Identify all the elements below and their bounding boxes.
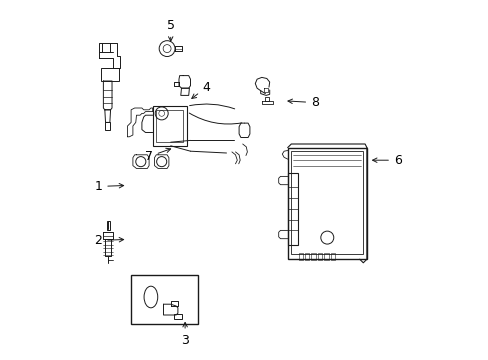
Bar <box>107 221 110 230</box>
Text: 5: 5 <box>166 19 174 41</box>
Bar <box>324 253 328 260</box>
Bar <box>152 106 186 146</box>
Bar <box>330 253 335 260</box>
Text: 3: 3 <box>181 323 189 347</box>
Bar <box>311 253 315 260</box>
Bar <box>156 110 183 142</box>
Bar <box>174 314 182 319</box>
Text: 1: 1 <box>94 180 123 193</box>
Bar <box>298 253 302 260</box>
Bar <box>291 151 363 254</box>
Bar <box>287 148 366 259</box>
Text: 4: 4 <box>191 81 210 99</box>
Bar <box>305 253 309 260</box>
Bar <box>317 253 322 260</box>
Text: 6: 6 <box>372 154 401 167</box>
Bar <box>105 122 110 130</box>
Text: 2: 2 <box>94 234 123 247</box>
Bar <box>101 68 118 81</box>
Bar <box>287 173 297 245</box>
Text: 7: 7 <box>144 148 170 163</box>
Bar <box>131 275 197 324</box>
Text: 8: 8 <box>287 96 319 109</box>
